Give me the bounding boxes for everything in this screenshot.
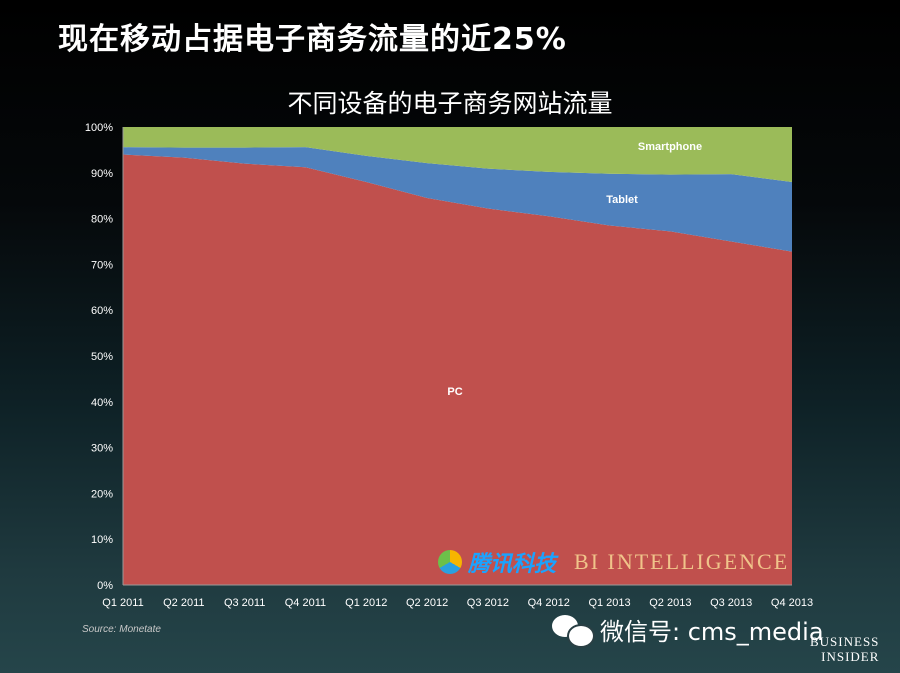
series-label-tablet: Tablet xyxy=(606,194,638,206)
series-label-smartphone: Smartphone xyxy=(638,141,702,153)
series-area-tablet xyxy=(123,147,792,252)
y-tick-label: 80% xyxy=(91,214,113,226)
y-tick-label: 100% xyxy=(85,122,113,134)
wechat-watermark: 微信号: cms_media xyxy=(552,612,824,648)
x-tick-label: Q1 2012 xyxy=(345,597,387,609)
y-tick-label: 50% xyxy=(91,351,113,363)
source-note: Source: Monetate xyxy=(82,624,161,635)
x-tick-label: Q2 2011 xyxy=(163,597,204,609)
page-headline: 现在移动占据电子商务流量的近25% xyxy=(58,22,567,57)
tencent-logo-icon xyxy=(438,550,462,574)
series-area-pc xyxy=(123,154,792,586)
y-tick-label: 20% xyxy=(91,488,113,500)
x-tick-label: Q3 2011 xyxy=(224,597,265,609)
y-tick-label: 90% xyxy=(91,168,113,180)
watermark: 腾讯科技 BI INTELLIGENCE xyxy=(438,546,789,578)
x-tick-label: Q3 2013 xyxy=(710,597,752,609)
series-area-smartphone xyxy=(123,127,792,182)
y-tick-label: 0% xyxy=(97,580,113,592)
x-tick-label: Q2 2013 xyxy=(649,597,691,609)
x-tick-label: Q4 2011 xyxy=(285,597,326,609)
y-tick-label: 30% xyxy=(91,443,113,455)
tencent-watermark-text: 腾讯科技 xyxy=(468,552,557,577)
x-tick-label: Q1 2013 xyxy=(588,597,630,609)
x-tick-label: Q3 2012 xyxy=(467,597,509,609)
series-label-pc: PC xyxy=(447,386,462,398)
x-tick-label: Q2 2012 xyxy=(406,597,448,609)
wechat-icon xyxy=(552,613,596,648)
bi-intelligence-watermark: BI INTELLIGENCE xyxy=(574,549,790,574)
wechat-id-text: 微信号: cms_media xyxy=(600,618,824,646)
y-tick-label: 70% xyxy=(91,259,113,271)
y-tick-label: 10% xyxy=(91,534,113,546)
logo-line-2: INSIDER xyxy=(821,649,880,664)
business-insider-logo: BUSINESS INSIDER xyxy=(810,634,879,664)
y-tick-label: 40% xyxy=(91,397,113,409)
x-tick-label: Q4 2012 xyxy=(528,597,570,609)
logo-line-1: BUSINESS xyxy=(810,634,880,649)
y-tick-label: 60% xyxy=(91,305,113,317)
chart-title: 不同设备的电子商务网站流量 xyxy=(287,89,613,118)
x-tick-label: Q1 2011 xyxy=(102,597,143,609)
x-tick-label: Q4 2013 xyxy=(771,597,813,609)
